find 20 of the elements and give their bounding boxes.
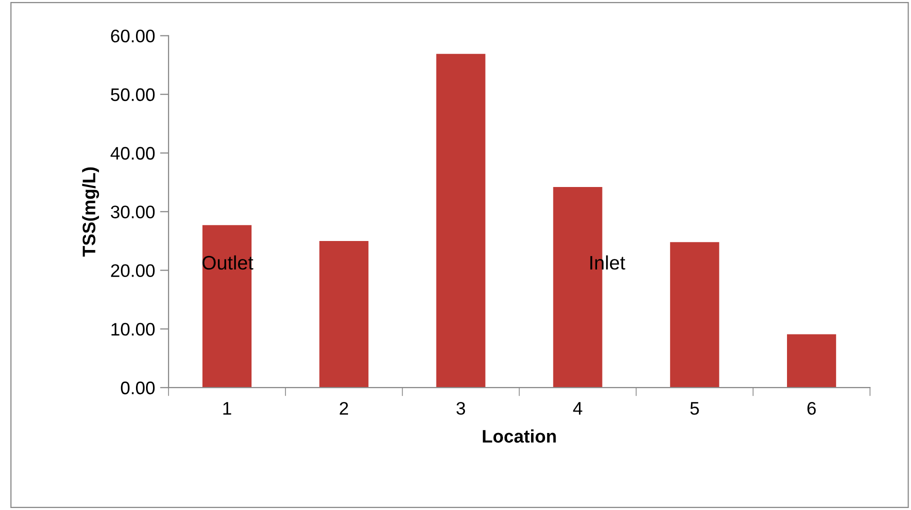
y-tick-label: 60.00 <box>111 30 155 42</box>
y-axis-title: TSS(mg/L) <box>82 167 100 257</box>
y-tick-label: 40.00 <box>110 146 155 160</box>
x-tick-label: 2 <box>340 402 348 415</box>
y-tick-label: 20.00 <box>111 264 155 278</box>
bar <box>319 240 368 388</box>
bar <box>670 242 720 388</box>
x-tick-label: 5 <box>690 402 699 415</box>
x-axis-title: Location <box>482 429 556 443</box>
y-tick-label: 0.00 <box>120 382 155 394</box>
x-tick-label: 3 <box>456 402 466 415</box>
x-tick-label: 1 <box>223 402 232 415</box>
x-tick-label: 4 <box>573 402 582 415</box>
bar <box>436 54 486 388</box>
y-tick-label: 10.00 <box>112 322 155 336</box>
bar <box>202 225 252 388</box>
y-tick-label: 30.00 <box>110 206 155 218</box>
y-tick-label: 50.00 <box>110 88 155 102</box>
x-tick-label: 6 <box>807 402 816 415</box>
bar <box>787 334 836 388</box>
